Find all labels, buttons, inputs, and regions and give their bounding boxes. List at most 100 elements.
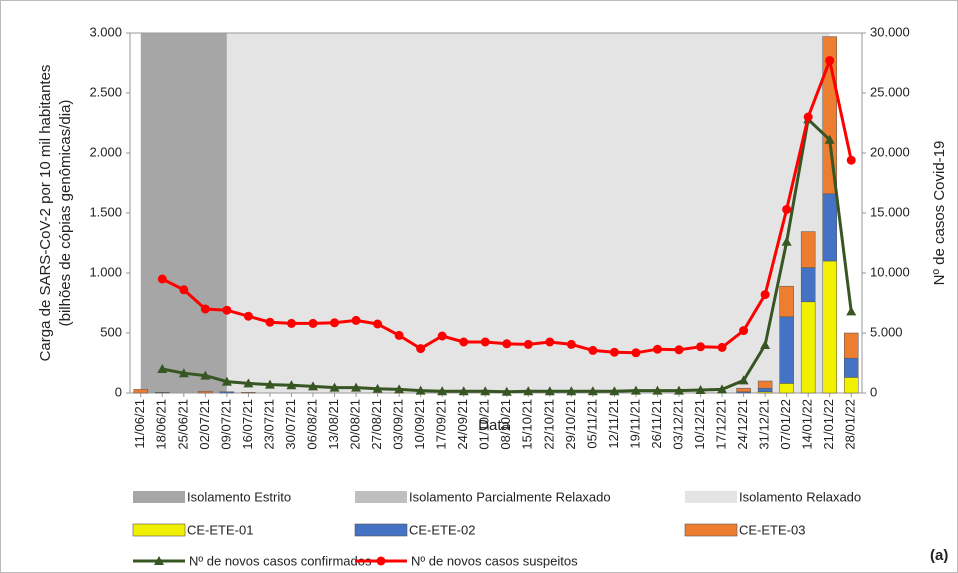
marker xyxy=(351,315,361,325)
y2-tick-label: 15.000 xyxy=(870,204,910,219)
y2-tick-label: 20.000 xyxy=(870,144,910,159)
legend-label: Isolamento Parcialmente Relaxado xyxy=(409,489,611,504)
x-tick-label: 20/08/21 xyxy=(347,399,362,450)
marker xyxy=(760,290,770,300)
legend-swatch xyxy=(354,523,408,537)
x-tick-label: 31/12/21 xyxy=(757,399,772,450)
marker xyxy=(480,386,491,396)
x-tick-label: 21/01/22 xyxy=(821,399,836,450)
x-tick-label: 06/08/21 xyxy=(304,399,319,450)
marker xyxy=(330,318,340,328)
x-tick-label: 22/10/21 xyxy=(541,399,556,450)
marker xyxy=(286,380,297,390)
legend-label: CE-ETE-03 xyxy=(739,522,805,537)
legend-label: Isolamento Relaxado xyxy=(739,489,861,504)
legend-label: Nº de novos casos confirmados xyxy=(189,553,372,568)
x-tick-label: 17/12/21 xyxy=(713,399,728,450)
marker xyxy=(544,386,555,396)
y-tick-label: 2.500 xyxy=(89,84,122,99)
marker xyxy=(329,382,340,392)
bar xyxy=(241,392,256,394)
marker xyxy=(458,386,469,396)
marker xyxy=(243,311,253,321)
marker xyxy=(846,306,857,316)
marker xyxy=(523,386,534,396)
legend-swatch xyxy=(685,491,737,503)
marker xyxy=(803,112,813,122)
y2-tick-label: 10.000 xyxy=(870,264,910,279)
x-tick-label: 24/09/21 xyxy=(455,399,470,450)
x-tick-label: 28/01/22 xyxy=(843,399,858,450)
legend-label: Isolamento Estrito xyxy=(187,489,291,504)
marker xyxy=(502,339,512,349)
x-axis-label: Data xyxy=(478,417,510,434)
x-tick-label: 15/10/21 xyxy=(520,399,535,450)
y-tick-label: 3.000 xyxy=(89,24,122,39)
marker xyxy=(652,385,663,395)
marker xyxy=(609,347,619,357)
bar xyxy=(822,193,837,262)
x-tick-label: 01/10/21 xyxy=(477,399,492,450)
legend-label: CE-ETE-01 xyxy=(187,522,253,537)
marker xyxy=(824,134,835,144)
y2-tick-label: 25.000 xyxy=(870,84,910,99)
marker xyxy=(739,326,749,336)
annotation: (a) xyxy=(930,547,948,564)
marker xyxy=(717,342,727,352)
marker xyxy=(760,340,771,349)
marker xyxy=(437,331,447,341)
marker xyxy=(566,386,577,396)
x-tick-label: 30/07/21 xyxy=(283,399,298,450)
y2-tick-label: 30.000 xyxy=(870,24,910,39)
bar xyxy=(757,380,773,389)
marker xyxy=(286,318,296,328)
marker xyxy=(415,385,426,395)
x-tick-label: 08/10/21 xyxy=(498,399,513,450)
x-tick-label: 23/07/21 xyxy=(261,399,276,450)
marker xyxy=(200,370,211,380)
bar xyxy=(843,332,859,359)
marker xyxy=(782,204,792,214)
bar xyxy=(779,316,794,384)
marker xyxy=(308,318,318,328)
x-tick-label: 25/06/21 xyxy=(175,399,190,450)
marker xyxy=(480,337,490,347)
legend-marker xyxy=(376,556,386,566)
marker xyxy=(308,381,318,391)
x-tick-label: 18/06/21 xyxy=(154,399,169,450)
y-tick-label: 500 xyxy=(100,324,122,339)
bar xyxy=(800,231,816,268)
marker xyxy=(264,379,275,389)
x-tick-label: 29/10/21 xyxy=(563,399,578,450)
marker xyxy=(243,378,254,388)
marker xyxy=(459,337,469,347)
bar xyxy=(800,267,816,303)
marker xyxy=(179,285,189,295)
marker xyxy=(545,337,555,347)
region xyxy=(226,33,830,393)
marker xyxy=(416,344,426,354)
legend-marker xyxy=(154,556,164,565)
y-axis-label: (bilhões de cópias genômicas/dia) xyxy=(57,100,74,327)
marker xyxy=(351,382,362,392)
marker xyxy=(846,155,856,165)
marker xyxy=(178,368,189,378)
legend-swatch xyxy=(132,523,186,537)
marker xyxy=(200,304,210,314)
legend-label: Nº de novos casos suspeitos xyxy=(411,553,578,568)
x-tick-label: 09/07/21 xyxy=(218,399,233,450)
marker xyxy=(372,383,383,393)
marker xyxy=(222,305,232,315)
bar xyxy=(779,285,794,318)
x-tick-label: 02/07/21 xyxy=(197,399,212,450)
legend-swatch xyxy=(355,491,407,503)
y-axis-label: Carga de SARS-CoV-2 por 10 mil habitante… xyxy=(37,65,54,362)
marker xyxy=(394,330,404,340)
marker xyxy=(523,339,533,349)
x-tick-label: 03/09/21 xyxy=(391,399,406,450)
marker xyxy=(695,385,706,394)
x-tick-label: 12/11/21 xyxy=(606,399,621,449)
x-tick-label: 13/08/21 xyxy=(326,399,341,450)
x-tick-label: 14/01/22 xyxy=(800,399,815,450)
